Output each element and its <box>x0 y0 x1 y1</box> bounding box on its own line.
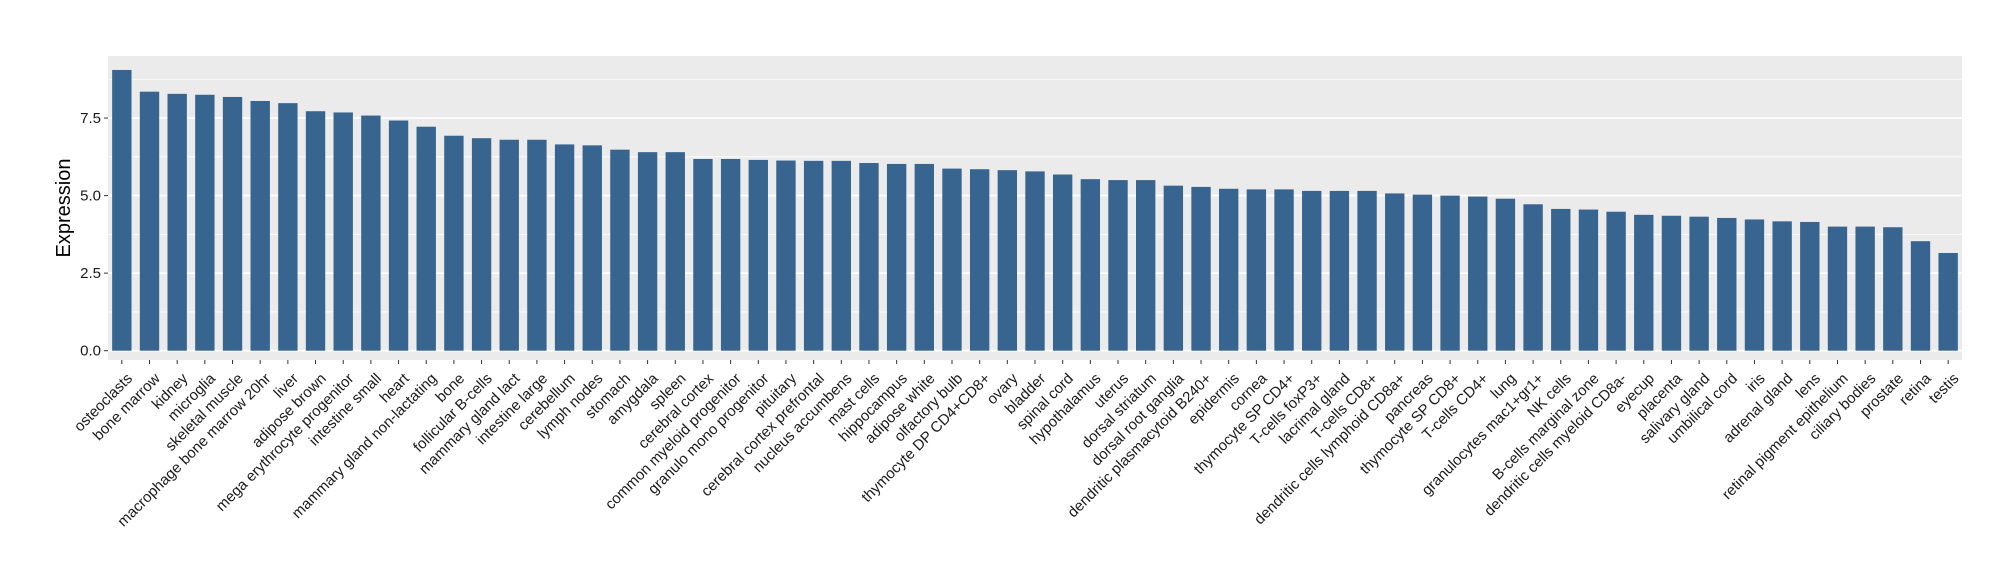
bar-stomach <box>610 149 630 351</box>
bar-b-cells-marginal-zone <box>1578 209 1599 351</box>
y-tick-label: 0.0 <box>80 343 101 360</box>
bar-osteoclasts <box>112 69 132 351</box>
y-axis-ticks: 0.0 2.5 5.0 7.5 <box>80 110 108 360</box>
y-tick-label: 2.5 <box>80 265 101 282</box>
bar-granulocytes-mac1-gr1 <box>1523 204 1543 351</box>
bar-lung <box>1495 198 1516 351</box>
bar-bladder <box>1025 171 1045 351</box>
bar-retina <box>1910 241 1931 351</box>
bar-granulo-mono-progenitor <box>748 159 768 351</box>
bar-pancreas <box>1412 194 1433 351</box>
bar-salivary-gland <box>1689 216 1709 351</box>
bar-amygdala <box>637 152 658 351</box>
bar-t-cells-cd4 <box>1468 196 1488 351</box>
bar-thymocyte-sp-cd4 <box>1274 189 1294 351</box>
bar-retinal-pigment-epithelium <box>1827 226 1848 351</box>
bar-cerebral-cortex <box>693 158 713 351</box>
bar-dendritic-plasmacytoid-b240 <box>1191 186 1211 351</box>
bar-adrenal-gland <box>1772 221 1792 351</box>
bar-cerebellum <box>554 144 575 351</box>
bar-placenta <box>1661 215 1682 351</box>
bar-umbilical-cord <box>1717 217 1737 351</box>
bar-t-cells-cd8 <box>1357 190 1377 351</box>
bar-bone <box>444 135 464 351</box>
bar-mega-erythrocyte-progenitor <box>333 112 353 351</box>
bar-iris <box>1744 219 1765 351</box>
bars-group <box>112 69 1958 351</box>
bar-dendritic-cells-lymphoid-cd8a <box>1385 193 1405 351</box>
bar-common-myeloid-progenitor <box>720 158 741 351</box>
bar-mammary-gland-lact <box>499 139 519 351</box>
bar-liver <box>278 103 298 351</box>
bar-spleen <box>665 152 685 351</box>
bar-macrophage-bone-marrow-20hr <box>250 100 270 351</box>
bar-epidermis <box>1219 188 1239 351</box>
bar-adipose-white <box>914 163 934 351</box>
bar-nucleus-accumbens <box>831 160 851 351</box>
y-tick-label: 5.0 <box>80 188 101 205</box>
bar-cornea <box>1246 189 1267 351</box>
bar-dorsal-striatum <box>1136 180 1156 351</box>
y-tick-label: 7.5 <box>80 110 101 127</box>
bar-dendritic-cells-myeloid-cd8a <box>1606 211 1626 351</box>
bar-intestine-large <box>527 139 547 351</box>
bar-mast-cells <box>859 163 879 351</box>
bar-heart <box>388 120 409 351</box>
bar-prostate <box>1883 227 1903 351</box>
bar-kidney <box>167 93 187 351</box>
bar-intestine-small <box>361 115 381 351</box>
bar-eyecup <box>1634 214 1654 351</box>
bar-dorsal-root-ganglia <box>1163 185 1184 351</box>
bar-pituitary <box>776 160 796 351</box>
bar-t-cells-foxp3 <box>1302 190 1322 351</box>
y-axis-title: Expression <box>53 159 75 258</box>
bar-thymocyte-sp-cd8 <box>1440 195 1460 351</box>
bar-hippocampus <box>886 163 907 351</box>
bar-hypothalamus <box>1080 179 1101 351</box>
bar-spinal-cord <box>1052 174 1073 351</box>
bar-lacrimal-gland <box>1329 190 1350 351</box>
bar-olfactory-bulb <box>942 168 962 351</box>
x-tick-label: testis <box>1926 370 1963 407</box>
bar-skeletal-muscle <box>222 96 243 351</box>
bar-thymocyte-dp-cd4-cd8 <box>969 169 990 351</box>
bar-mammary-gland-non-lactating <box>416 126 436 351</box>
x-tick-label: retina <box>1896 370 1935 409</box>
bar-ovary <box>997 170 1018 351</box>
bar-nk-cells <box>1551 208 1571 351</box>
bar-cerebral-cortex-prefrontal <box>803 160 824 351</box>
bar-follicular-b-cells <box>471 138 492 351</box>
bar-lens <box>1800 221 1820 351</box>
bar-uterus <box>1108 180 1128 351</box>
bar-lymph-nodes <box>582 145 602 351</box>
bar-ciliary-bodies <box>1855 226 1875 351</box>
bar-bone-marrow <box>139 91 160 351</box>
bar-adipose-brown <box>305 111 326 351</box>
bar-testis <box>1938 252 1958 351</box>
bar-microglia <box>195 94 215 351</box>
